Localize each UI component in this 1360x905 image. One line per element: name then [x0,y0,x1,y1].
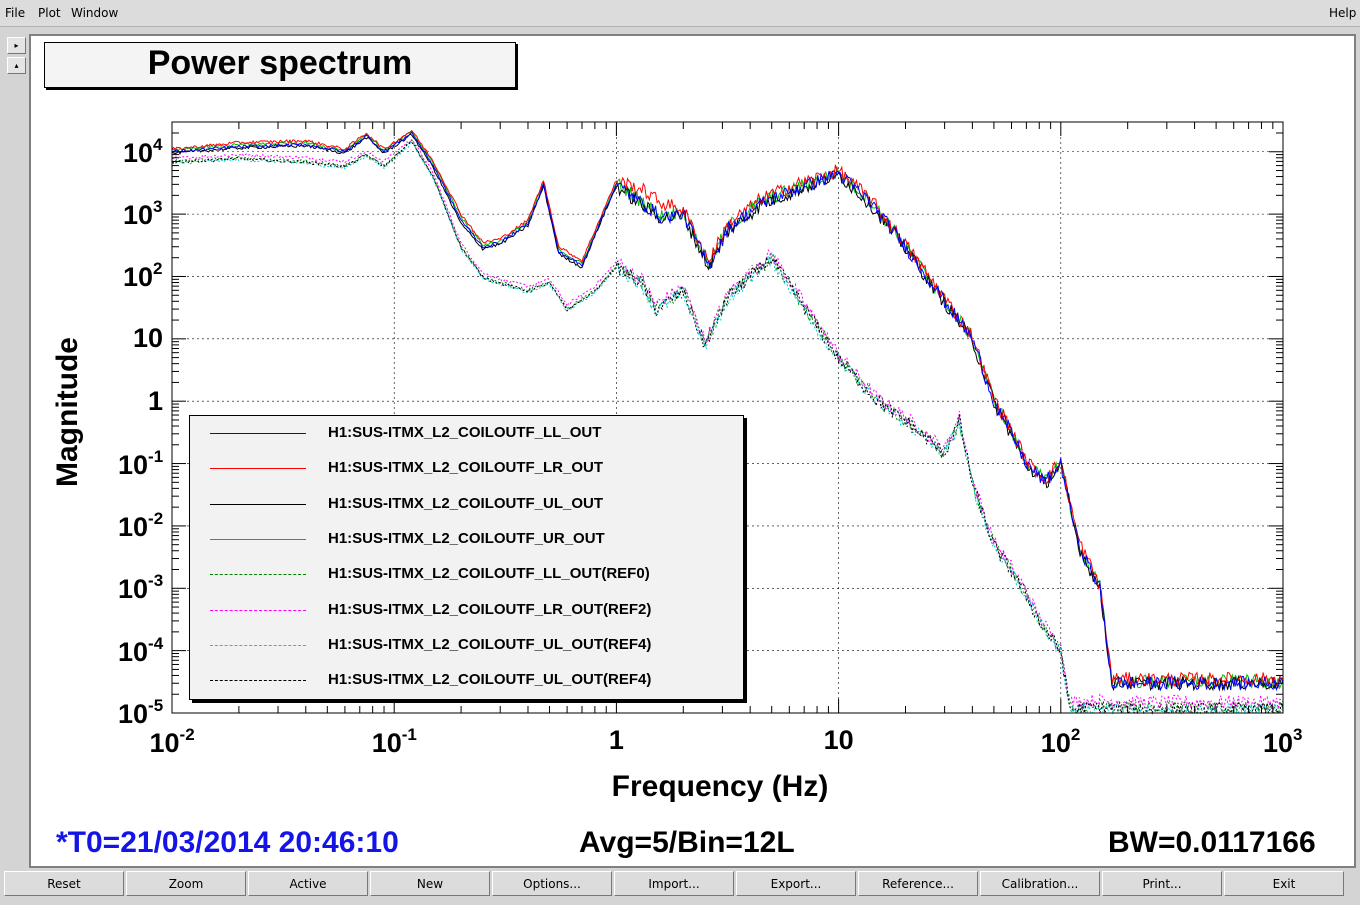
menu-help[interactable]: Help [1329,6,1357,20]
axis-ticks [171,121,1284,714]
legend-label: H1:SUS-ITMX_L2_COILOUTF_UL_OUT [328,494,604,512]
exit-button[interactable]: Exit [1224,871,1344,896]
y-tick-label: 103 [123,197,163,231]
reset-button[interactable]: Reset [4,871,124,896]
legend-label: H1:SUS-ITMX_L2_COILOUTF_UR_OUT [328,529,605,547]
y-tick-label: 10-4 [118,633,164,667]
calibration-button[interactable]: Calibration... [980,871,1100,896]
x-tick-label: 10-1 [371,725,417,758]
title-box: Power spectrum [44,42,516,88]
legend-swatch [210,468,306,470]
series-line [171,139,1284,710]
legend-swatch [210,574,306,576]
legend-item: H1:SUS-ITMX_L2_COILOUTF_UL_OUT(REF4) [190,667,743,693]
legend-item: H1:SUS-ITMX_L2_COILOUTF_UR_OUT [190,526,743,552]
menu-bar: File Plot Window Help [0,0,1360,27]
button-bar: Reset Zoom Active New Options... Import.… [4,871,1348,897]
chart-title: Power spectrum [147,44,413,82]
y-tick-label: 10-2 [118,508,164,542]
y-tick-label: 10 [133,323,164,354]
legend-item: H1:SUS-ITMX_L2_COILOUTF_UL_OUT(REF4) [190,632,743,658]
series-line [171,129,1284,688]
t0-timestamp: *T0=21/03/2014 20:46:10 [56,826,399,859]
legend-swatch [210,433,306,434]
new-button[interactable]: New [370,871,490,896]
legend-swatch [210,538,306,540]
menu-file[interactable]: File [5,6,26,20]
x-tick-label: 1 [608,725,624,755]
y-tick-label: 10-5 [118,696,164,729]
y-axis-label: Magnitude [51,337,84,487]
legend: H1:SUS-ITMX_L2_COILOUTF_LL_OUT H1:SUS-ITM… [189,415,744,700]
legend-swatch [210,609,306,611]
collapse-arrow-button[interactable]: ▴ [7,57,26,74]
print-button[interactable]: Print... [1102,871,1222,896]
legend-label: H1:SUS-ITMX_L2_COILOUTF_UL_OUT(REF4) [328,635,652,653]
plot-frame [171,121,1284,714]
legend-label: H1:SUS-ITMX_L2_COILOUTF_LL_OUT(REF0) [328,565,650,583]
x-tick-label: 10 [823,725,854,755]
y-tick-label: 102 [123,259,163,293]
legend-item: H1:SUS-ITMX_L2_COILOUTF_LL_OUT(REF0) [190,561,743,587]
y-tick-label: 10-1 [118,446,164,480]
export-button[interactable]: Export... [736,871,856,896]
active-button[interactable]: Active [248,871,368,896]
legend-swatch [210,680,306,682]
y-tick-label: 10-3 [118,571,164,605]
legend-item: H1:SUS-ITMX_L2_COILOUTF_LL_OUT [190,420,743,446]
reference-button[interactable]: Reference... [858,871,978,896]
legend-item: H1:SUS-ITMX_L2_COILOUTF_UL_OUT [190,491,743,517]
x-tick-label: 10-2 [149,725,195,758]
legend-swatch [210,503,306,505]
averaging-status: Avg=5/Bin=12L [579,826,795,859]
y-tick-label: 1 [148,385,164,416]
legend-label: H1:SUS-ITMX_L2_COILOUTF_UL_OUT(REF4) [328,671,652,689]
import-button[interactable]: Import... [614,871,734,896]
expand-arrow-button[interactable]: ▸ [7,37,26,54]
legend-label: H1:SUS-ITMX_L2_COILOUTF_LR_OUT(REF2) [328,600,652,618]
zoom-button[interactable]: Zoom [126,871,246,896]
series-line [171,138,1284,715]
bandwidth-status: BW=0.0117166 [1108,826,1316,859]
options-button[interactable]: Options... [492,871,612,896]
x-axis-label: Frequency (Hz) [611,770,829,803]
legend-label: H1:SUS-ITMX_L2_COILOUTF_LR_OUT [328,459,604,477]
series-line [171,142,1284,715]
menu-plot[interactable]: Plot [38,6,61,20]
legend-item: H1:SUS-ITMX_L2_COILOUTF_LR_OUT [190,455,743,481]
x-tick-label: 102 [1040,725,1081,758]
y-tick-label: 104 [123,134,163,168]
legend-item: H1:SUS-ITMX_L2_COILOUTF_LR_OUT(REF2) [190,597,743,623]
legend-swatch [210,644,306,646]
legend-label: H1:SUS-ITMX_L2_COILOUTF_LL_OUT [328,424,602,441]
series-line [171,131,1284,692]
menu-window[interactable]: Window [71,6,119,20]
x-tick-label: 103 [1263,725,1303,758]
series-lines [171,129,1284,715]
